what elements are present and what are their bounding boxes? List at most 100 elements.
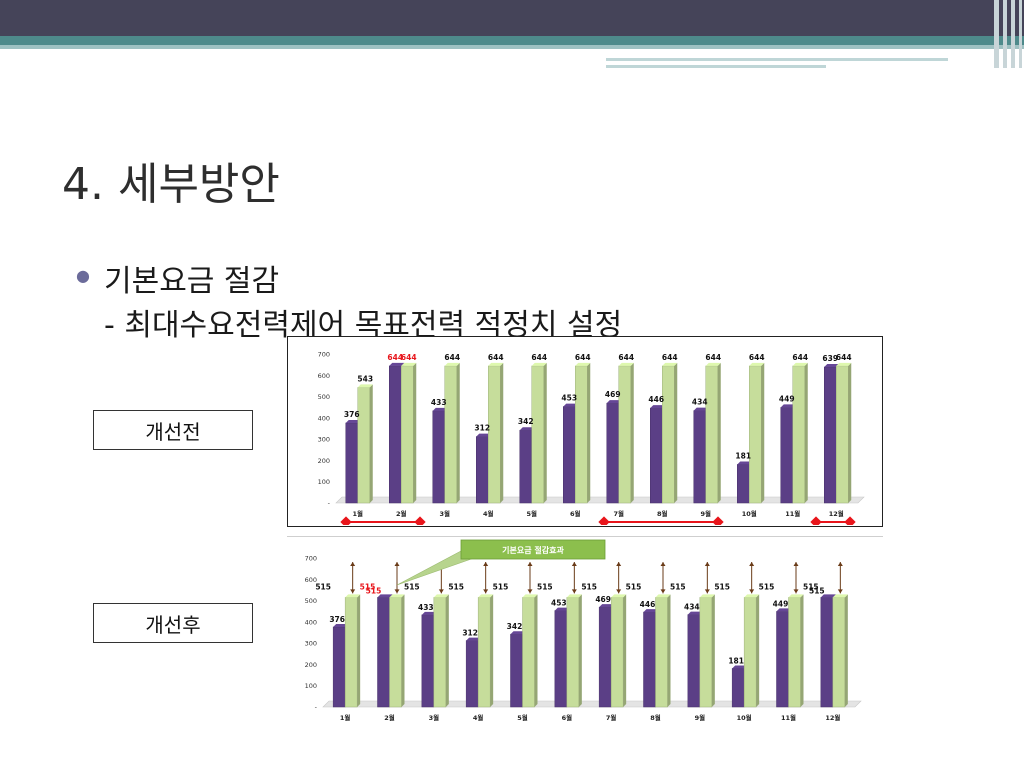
bar	[477, 597, 491, 708]
x-tick-label: 7월	[606, 713, 617, 722]
data-label: 644	[836, 353, 852, 362]
bar-top	[832, 594, 848, 598]
bar-top	[345, 594, 361, 598]
data-label: 515	[759, 582, 775, 591]
bar-side	[674, 362, 678, 503]
data-label: 515	[809, 586, 825, 595]
data-label: 449	[773, 599, 789, 608]
bar-top	[554, 607, 570, 611]
bar	[421, 614, 435, 708]
data-label: 644	[444, 353, 460, 362]
bar-top	[655, 594, 671, 598]
data-label: 515	[493, 582, 509, 591]
bar-side	[369, 384, 373, 503]
data-label: 644	[662, 353, 678, 362]
y-tick-label: 200	[318, 457, 330, 465]
bar	[522, 597, 535, 708]
bar	[377, 597, 390, 708]
bar-top	[575, 362, 591, 366]
arrow-head	[350, 589, 356, 594]
bar-side	[578, 594, 582, 707]
bar-top	[788, 594, 804, 598]
data-label: 515	[404, 582, 420, 591]
bar-side	[456, 362, 460, 503]
bar	[643, 611, 656, 708]
data-label: 543	[357, 374, 373, 383]
bar	[836, 365, 849, 504]
data-label: 433	[431, 398, 447, 407]
bar	[389, 365, 402, 504]
arrow-head	[571, 562, 577, 566]
bar-top	[432, 407, 448, 411]
y-tick-label: 200	[305, 661, 317, 669]
data-label: 469	[595, 595, 611, 604]
bar-top	[333, 623, 349, 627]
deco-bar	[1003, 0, 1007, 68]
bar-top	[606, 400, 622, 404]
data-label: 181	[728, 656, 744, 665]
bar	[357, 387, 370, 504]
bar	[832, 597, 846, 708]
bar-side	[401, 594, 405, 707]
range-marker	[340, 516, 352, 528]
bar-top	[522, 594, 538, 598]
bar-side	[844, 594, 848, 707]
y-tick-label: 400	[318, 414, 330, 422]
bar	[792, 365, 805, 504]
y-tick-label: 300	[318, 436, 330, 444]
bar-top	[699, 594, 715, 598]
deco-line	[606, 58, 948, 61]
before-label: 개선전	[93, 410, 253, 450]
bar-side	[623, 594, 627, 707]
bar	[699, 597, 713, 708]
x-tick-label: 10월	[742, 509, 757, 518]
bar-side	[717, 362, 721, 503]
chart-before: - 100 200 300 400 500 600 700 1월 2월 3월 4월 5월 6월 7월 8월 9월…	[318, 351, 865, 528]
data-label: 644	[575, 353, 591, 362]
bar-side	[804, 362, 808, 503]
range-marker	[414, 516, 426, 528]
bar	[510, 633, 523, 708]
bar-top	[401, 362, 417, 366]
x-tick-label: 2월	[396, 509, 407, 518]
chart-before-frame: - 100 200 300 400 500 600 700 1월 2월 3월 4월 5월 6월 7월 8월 9월…	[287, 336, 883, 528]
bar-top	[749, 362, 765, 366]
bar	[650, 407, 663, 504]
bar-top	[687, 611, 703, 615]
data-label: 515	[366, 586, 382, 595]
range-marker	[598, 516, 610, 528]
bar	[401, 365, 414, 504]
bar-side	[490, 594, 494, 707]
arrow-head	[660, 589, 666, 594]
after-label: 개선후	[93, 603, 253, 643]
arrow-head	[527, 589, 533, 594]
bar	[519, 429, 532, 504]
arrow-head	[394, 589, 400, 594]
data-label: 376	[344, 410, 360, 419]
arrow-head	[483, 589, 489, 594]
bar-side	[445, 594, 449, 707]
x-tick-label: 2월	[384, 713, 395, 722]
y-tick-label: 600	[318, 372, 330, 380]
data-label: 449	[779, 394, 795, 403]
bullet-icon: ●	[76, 266, 90, 285]
y-tick-label: 300	[305, 640, 317, 648]
x-tick-label: 11월	[781, 713, 796, 722]
bar-top	[519, 427, 535, 431]
bar	[788, 597, 801, 708]
bar-side	[848, 362, 852, 503]
y-tick-label: 500	[305, 597, 317, 605]
bar	[598, 606, 612, 708]
bar	[389, 597, 402, 708]
arrow-head	[483, 562, 489, 566]
arrow-head	[616, 589, 622, 594]
range-marker	[844, 516, 856, 528]
data-label: 644	[531, 353, 547, 362]
bar-side	[543, 362, 547, 503]
bar	[344, 597, 358, 708]
range-marker	[810, 516, 822, 528]
bar-top	[389, 362, 405, 366]
bar-top	[389, 594, 405, 598]
bar-top	[345, 419, 361, 423]
bar-top	[478, 594, 494, 598]
